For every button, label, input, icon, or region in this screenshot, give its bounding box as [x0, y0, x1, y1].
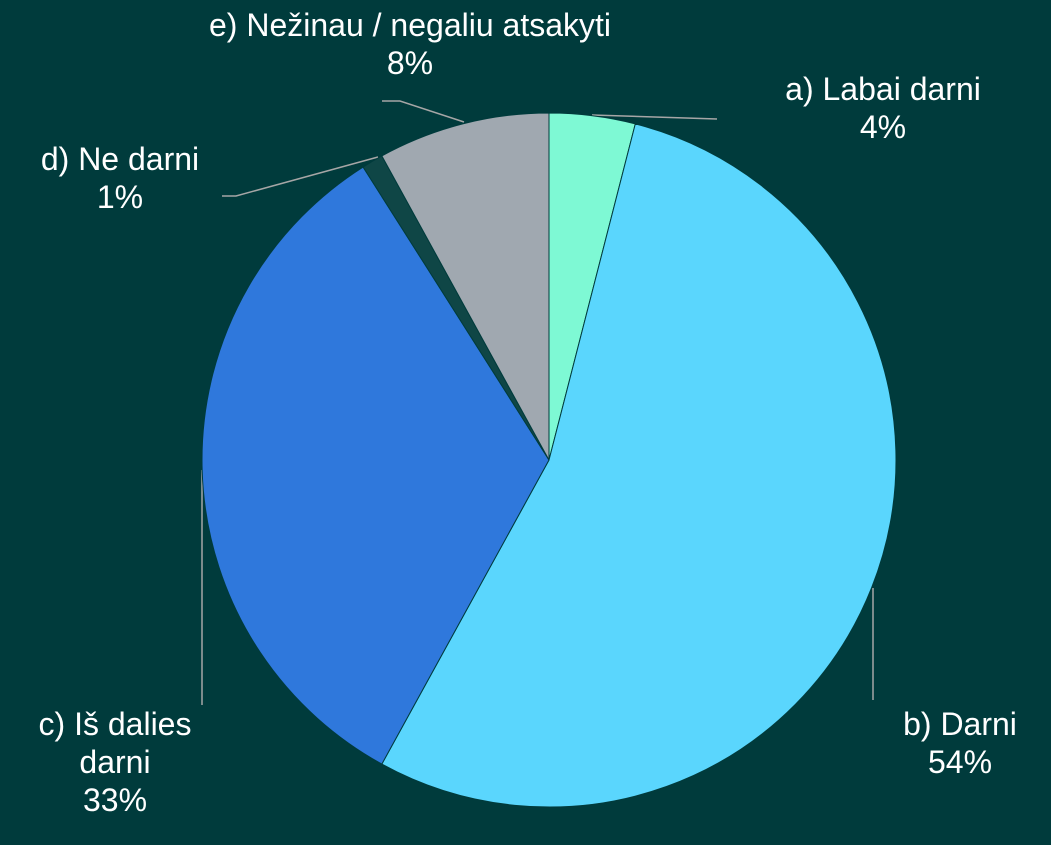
category-label: d) Ne darni: [40, 141, 200, 177]
value-label: 54%: [927, 744, 993, 780]
leader-line: [382, 100, 465, 123]
category-label: a) Labai darni: [785, 71, 981, 107]
value-label: 4%: [859, 109, 907, 145]
data-label: a) Labai darni 4%: [733, 70, 1033, 146]
value-label: 33%: [82, 782, 148, 818]
leader-lines: [201, 100, 874, 705]
pie-slice: [201, 166, 550, 765]
data-label: b) Darni 54%: [860, 705, 1051, 781]
data-label: d) Ne darni 1%: [0, 140, 240, 216]
data-label: e) Nežinau / negaliu atsakyti 8%: [130, 6, 690, 82]
leader-line: [222, 156, 379, 197]
value-label: 8%: [386, 45, 434, 81]
leader-line: [591, 114, 718, 120]
pie-slice: [381, 123, 897, 808]
pie-slice: [381, 112, 550, 461]
data-label: c) Iš dalies darni 33%: [0, 705, 230, 819]
category-label: b) Darni: [903, 706, 1017, 742]
category-label: c) Iš dalies darni: [38, 706, 192, 780]
category-label: e) Nežinau / negaliu atsakyti: [209, 7, 611, 43]
value-label: 1%: [96, 179, 144, 215]
